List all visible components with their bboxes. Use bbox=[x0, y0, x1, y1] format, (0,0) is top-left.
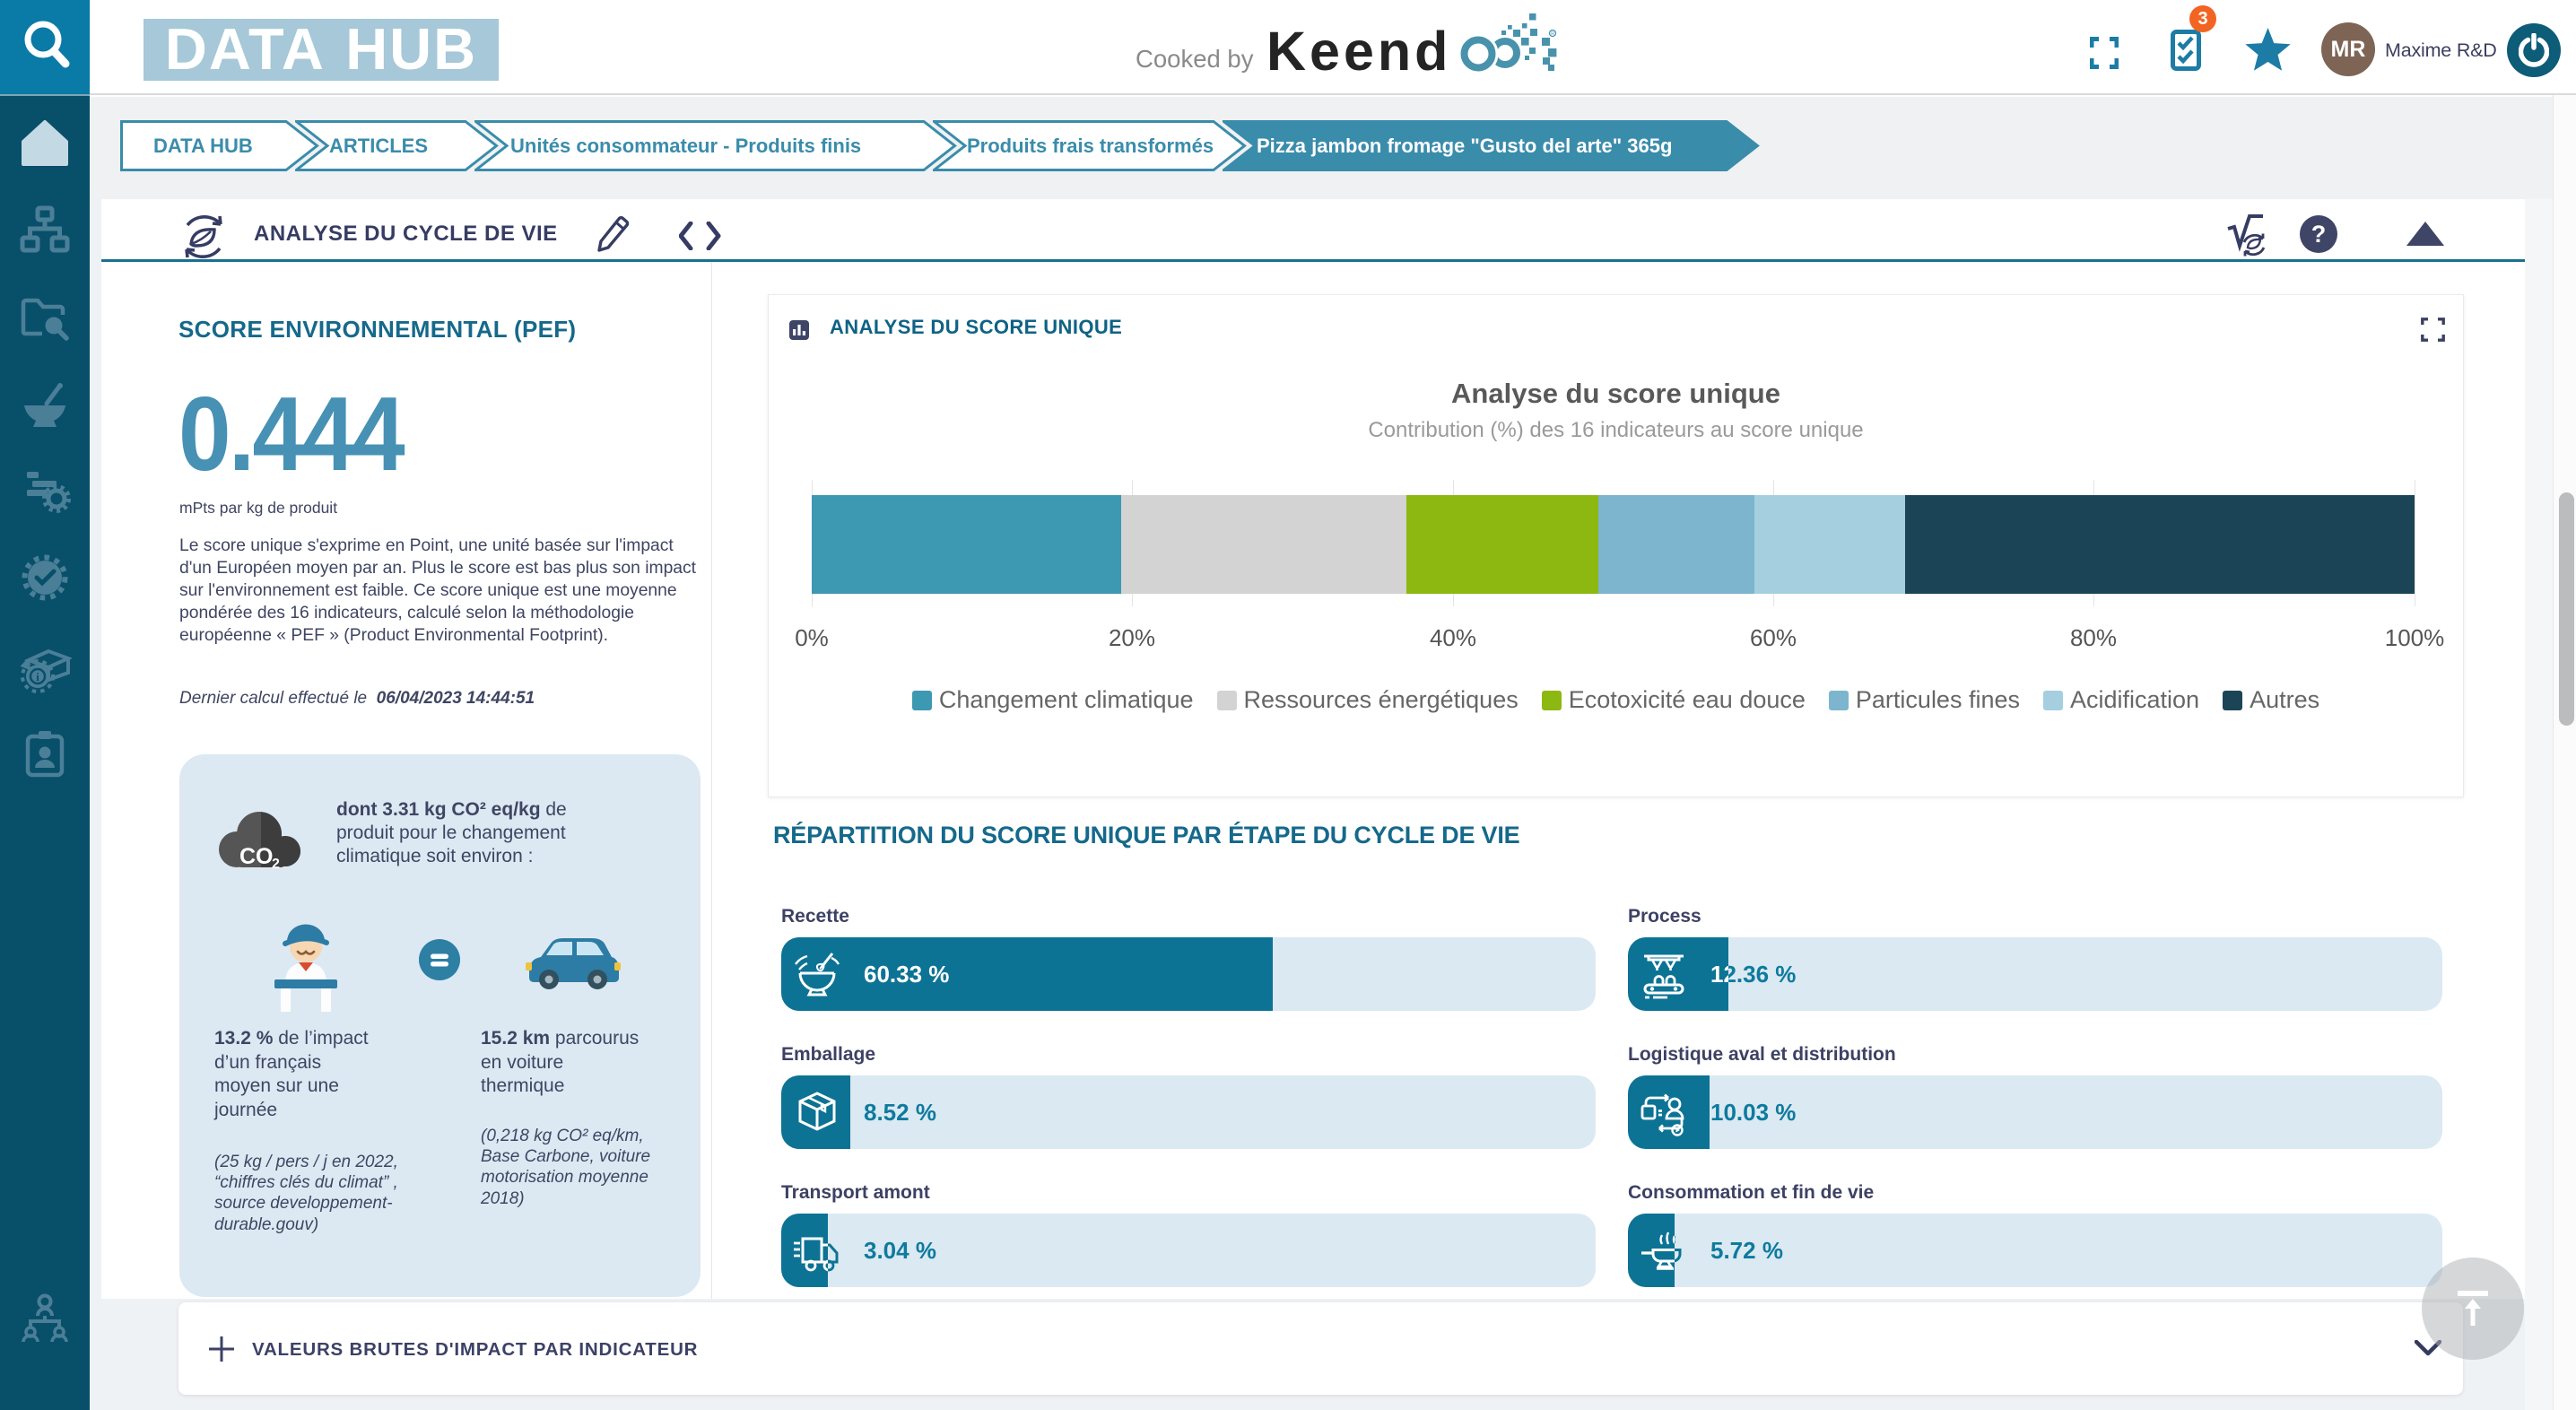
svg-text:2: 2 bbox=[272, 857, 280, 872]
svg-text:i: i bbox=[36, 670, 39, 683]
svg-text:R: R bbox=[1551, 31, 1554, 37]
svg-text:CO: CO bbox=[239, 844, 274, 869]
